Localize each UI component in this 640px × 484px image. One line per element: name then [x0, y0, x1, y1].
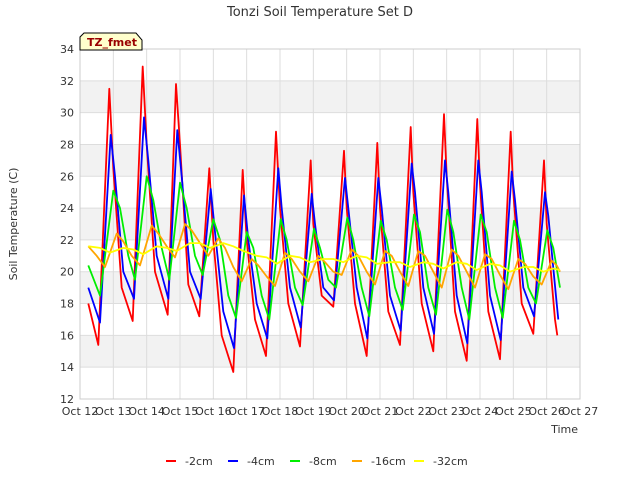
- tz-badge: TZ_fmet: [79, 32, 143, 51]
- y-tick-label: 32: [60, 75, 74, 88]
- y-axis-ticks: 12 14 16 18 20 22 24 26 28 30 32 34: [60, 43, 74, 406]
- x-tick-label: Oct 15: [162, 405, 199, 418]
- series-line-m32cm: [88, 242, 561, 273]
- legend-label: -16cm: [371, 455, 406, 468]
- legend-label: -4cm: [247, 455, 275, 468]
- y-tick-label: 34: [60, 43, 74, 56]
- x-tick-label: Oct 22: [395, 405, 432, 418]
- chart-title: Tonzi Soil Temperature Set D: [226, 5, 413, 20]
- x-tick-label: Oct 23: [428, 405, 465, 418]
- x-tick-label: Oct 17: [228, 405, 265, 418]
- series-line-m16cm: [87, 223, 561, 291]
- legend-label: -32cm: [433, 455, 468, 468]
- series-line-m4cm: [87, 116, 560, 349]
- x-tick-label: Oct 19: [295, 405, 332, 418]
- x-tick-label: Oct 27: [562, 405, 599, 418]
- x-tick-label: Oct 24: [462, 405, 499, 418]
- x-tick-label: Oct 25: [495, 405, 532, 418]
- series-line-m2cm: [87, 65, 559, 373]
- legend-label: -2cm: [185, 455, 213, 468]
- legend-label: -8cm: [309, 455, 337, 468]
- grid-band: [80, 335, 580, 368]
- x-axis-label: Time: [550, 423, 578, 436]
- series-layer: [87, 65, 561, 373]
- y-tick-label: 16: [60, 329, 74, 342]
- x-tick-label: Oct 16: [195, 405, 232, 418]
- legend: -2cm -4cm -8cm -16cm -32cm: [166, 455, 468, 468]
- badge-box: [79, 32, 143, 51]
- x-tick-label: Oct 21: [362, 405, 399, 418]
- grid-band: [80, 144, 580, 177]
- series-line-m8cm: [87, 175, 561, 321]
- grid-band: [80, 80, 580, 113]
- y-tick-label: 12: [60, 393, 74, 406]
- y-tick-label: 22: [60, 234, 74, 247]
- y-tick-label: 30: [60, 107, 74, 120]
- y-tick-label: 26: [60, 170, 74, 183]
- x-tick-label: Oct 12: [62, 405, 99, 418]
- x-tick-label: Oct 13: [95, 405, 132, 418]
- y-tick-label: 18: [60, 298, 74, 311]
- x-tick-label: Oct 20: [328, 405, 365, 418]
- x-tick-label: Oct 14: [128, 405, 165, 418]
- y-tick-label: 20: [60, 266, 74, 279]
- badge-text: TZ_fmet: [87, 36, 137, 49]
- x-tick-label: Oct 26: [528, 405, 565, 418]
- grid-band: [80, 208, 580, 240]
- y-tick-label: 24: [60, 202, 74, 215]
- y-axis-label: Soil Temperature (C): [7, 168, 20, 281]
- x-tick-label: Oct 18: [262, 405, 299, 418]
- plot-frame: [79, 48, 581, 400]
- y-tick-label: 28: [60, 138, 74, 151]
- y-tick-label: 14: [60, 361, 74, 374]
- plot-bands: [80, 80, 580, 368]
